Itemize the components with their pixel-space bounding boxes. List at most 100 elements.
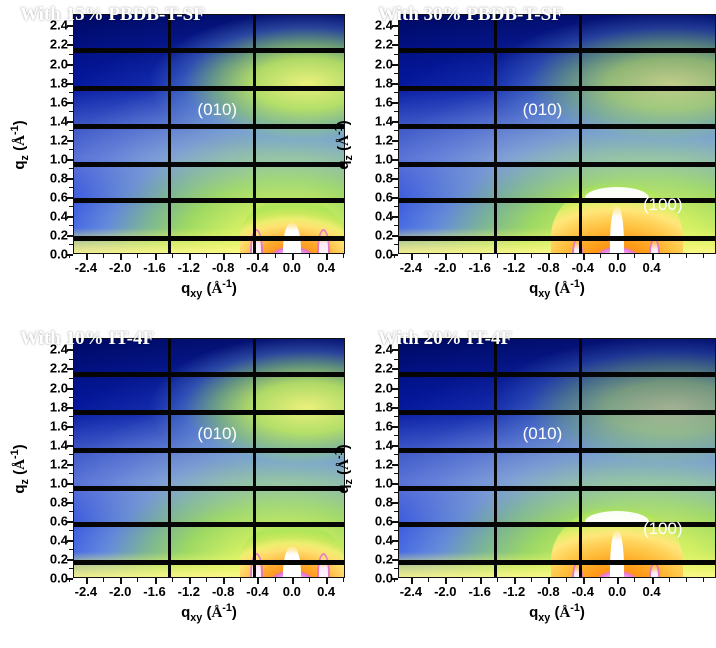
x-tick-minor (599, 254, 601, 258)
y-tick-label: 0.8 (49, 494, 68, 510)
y-tick-label: 2.0 (374, 56, 393, 72)
detector-gap-horizontal (73, 560, 345, 566)
x-tick-label: -2.4 (74, 260, 98, 275)
y-tick-label: 0.4 (49, 208, 68, 224)
x-tick-label: 0.0 (608, 584, 627, 599)
detector-gap-horizontal (398, 123, 716, 129)
x-tick-minor (343, 578, 345, 582)
x-tick-minor (531, 254, 533, 258)
y-tick-label: 0.6 (374, 513, 393, 529)
y-tick-label: 0.6 (374, 189, 393, 205)
detector-gap-vertical (168, 14, 172, 254)
x-tick-minor (205, 254, 207, 258)
axis-title-symbol: qz (335, 155, 355, 170)
x-tick-minor (703, 254, 705, 258)
axis-title-subscript: xy (538, 288, 551, 300)
x-tick-label: -0.4 (571, 260, 594, 275)
scattering-image-1 (398, 14, 716, 254)
y-tick-label: 1.2 (49, 456, 68, 472)
y-tick-label: 0.8 (49, 170, 68, 186)
y-tick-label: 0.4 (374, 532, 393, 548)
x-axis-tick-labels: -2.4 -2.0 -1.6 -1.2 -0.8 -0.4 0.0 0.4 (73, 584, 345, 602)
x-tick-label: -0.4 (246, 260, 269, 275)
detector-gap-horizontal (73, 409, 345, 415)
x-axis-title: qxy (Å-1) (73, 278, 345, 300)
x-tick-label: -1.6 (468, 260, 491, 275)
x-tick-minor (308, 578, 310, 582)
detector-gap-vertical (578, 14, 582, 254)
detector-gap-horizontal (398, 560, 716, 566)
detector-gap-vertical (578, 338, 582, 578)
x-tick-minor (599, 578, 601, 582)
x-tick-minor (668, 254, 670, 258)
y-tick-label: 1.0 (49, 151, 68, 167)
y-tick-label: 1.2 (374, 456, 393, 472)
y-tick-label: 0.0 (49, 570, 68, 586)
x-axis-tick-labels: -2.4 -2.0 -1.6 -1.2 -0.8 -0.4 0.0 0.4 (398, 260, 716, 278)
x-tick-minor (496, 254, 498, 258)
x-axis-title: qxy (Å-1) (398, 602, 716, 624)
x-tick-minor (462, 578, 464, 582)
x-tick-minor (171, 578, 173, 582)
x-tick-label: -0.8 (211, 584, 235, 599)
axis-title-symbol: qxy (181, 604, 203, 624)
x-tick-minor (103, 254, 105, 258)
x-tick-label: -1.6 (143, 584, 166, 599)
panel-title: With 30% PBDB-T-SF (378, 4, 563, 25)
y-tick-label: 0.2 (49, 551, 68, 567)
x-tick-label: -0.8 (211, 260, 235, 275)
detector-gap-horizontal (73, 485, 345, 491)
x-tick-minor (103, 578, 105, 582)
beamstop-core (551, 182, 684, 254)
x-tick-minor (634, 254, 636, 258)
detector-gap-horizontal (73, 161, 345, 167)
x-tick-label: -1.2 (177, 584, 201, 599)
y-tick-label: 0.6 (49, 513, 68, 529)
axis-title-unit: (Å-1) (9, 444, 28, 480)
panel-title: With 15% PBDB-T-SF (20, 4, 205, 25)
x-tick-label: -2.4 (399, 260, 423, 275)
x-tick-label: -1.2 (177, 260, 201, 275)
y-tick-label: 1.0 (374, 151, 393, 167)
detector-gap-horizontal (398, 447, 716, 453)
y-tick-label: 0.0 (374, 246, 393, 262)
y-tick-label: 2.0 (49, 56, 68, 72)
detector-gap-horizontal (73, 85, 345, 91)
x-axis-tick-labels: -2.4 -2.0 -1.6 -1.2 -0.8 -0.4 0.0 0.4 (398, 584, 716, 602)
detector-gap-horizontal (73, 198, 345, 204)
beamstop-wing-right (318, 231, 328, 254)
beamstop-core (239, 522, 344, 578)
axis-title-subscript: z (343, 479, 355, 485)
y-tick-label: 1.6 (374, 94, 393, 110)
axis-title-subscript: z (343, 155, 355, 161)
y-tick-label: 0.4 (374, 208, 393, 224)
x-tick-minor (68, 254, 70, 258)
x-tick-label: -1.2 (502, 584, 526, 599)
y-tick-label: 1.8 (374, 75, 393, 91)
axis-title-symbol: qxy (529, 604, 551, 624)
x-tick-minor (137, 254, 139, 258)
x-tick-minor (308, 254, 310, 258)
y-tick-label: 1.2 (374, 132, 393, 148)
axis-title-subscript: z (19, 479, 31, 485)
x-axis-title: qxy (Å-1) (73, 602, 345, 624)
x-tick-minor (462, 254, 464, 258)
detector-gap-vertical (493, 14, 497, 254)
x-tick-minor (171, 254, 173, 258)
x-tick-label: -1.2 (502, 260, 526, 275)
peak-label-100: (100) (642, 518, 683, 538)
beamstop-wing-left (252, 231, 262, 254)
beamstop-wing-left (252, 555, 262, 578)
peak-label-010: (010) (522, 99, 563, 119)
axis-title-unit: (Å-1) (333, 120, 352, 156)
y-tick-label: 2.2 (374, 360, 393, 376)
panel-title: With 20% IT-4F (378, 328, 513, 349)
detector-gap-vertical (253, 338, 257, 578)
y-tick-label: 2.4 (374, 17, 393, 33)
y-tick-label: 0.2 (374, 551, 393, 567)
y-tick-label: 2.2 (49, 360, 68, 376)
x-tick-minor (205, 578, 207, 582)
peak-label-010: (010) (522, 423, 563, 443)
x-tick-minor (565, 254, 567, 258)
